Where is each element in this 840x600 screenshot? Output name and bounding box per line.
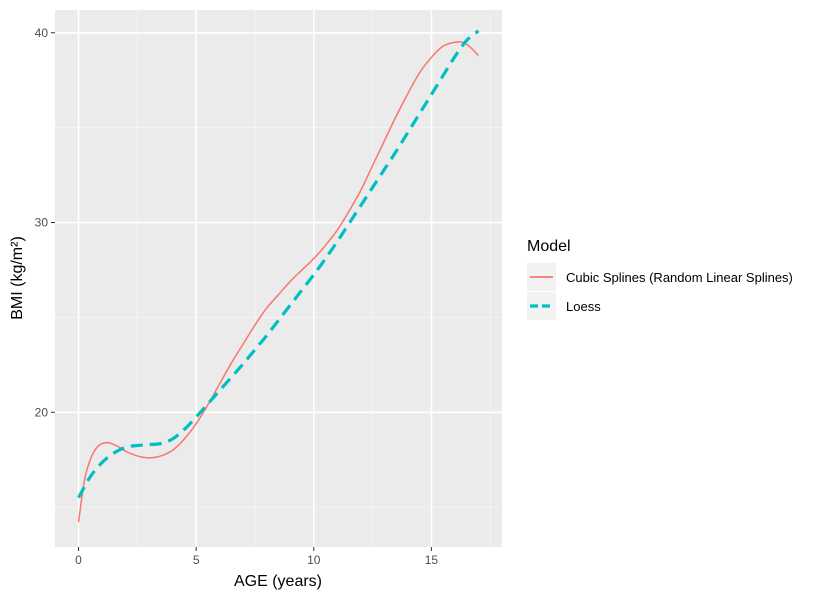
- x-tick-label: 10: [307, 553, 321, 567]
- y-tick-label: 20: [35, 405, 49, 419]
- y-axis-title: BMI (kg/m²): [9, 236, 26, 320]
- grid-layer: [55, 10, 502, 547]
- legend-label-1: Cubic Splines (Random Linear Splines): [566, 270, 793, 285]
- x-tick-label: 15: [425, 553, 439, 567]
- x-axis-title: AGE (years): [234, 573, 322, 590]
- series-line-1: [77, 41, 480, 523]
- x-tick-label: 5: [193, 553, 200, 567]
- plot-panel: [55, 10, 502, 547]
- legend-items: Cubic Splines (Random Linear Splines) Loe…: [527, 263, 793, 320]
- x-tick-label: 0: [75, 553, 82, 567]
- y-tick-label: 30: [35, 216, 49, 230]
- tick-layer: 0 5 10 15 20 30 40: [35, 26, 439, 567]
- legend: Model Cubic Splines (Random Linear Splin…: [527, 238, 793, 320]
- legend-label-2: Loess: [566, 299, 601, 314]
- series-layer: [77, 29, 480, 523]
- y-tick-label: 40: [35, 26, 49, 40]
- legend-title: Model: [527, 238, 571, 255]
